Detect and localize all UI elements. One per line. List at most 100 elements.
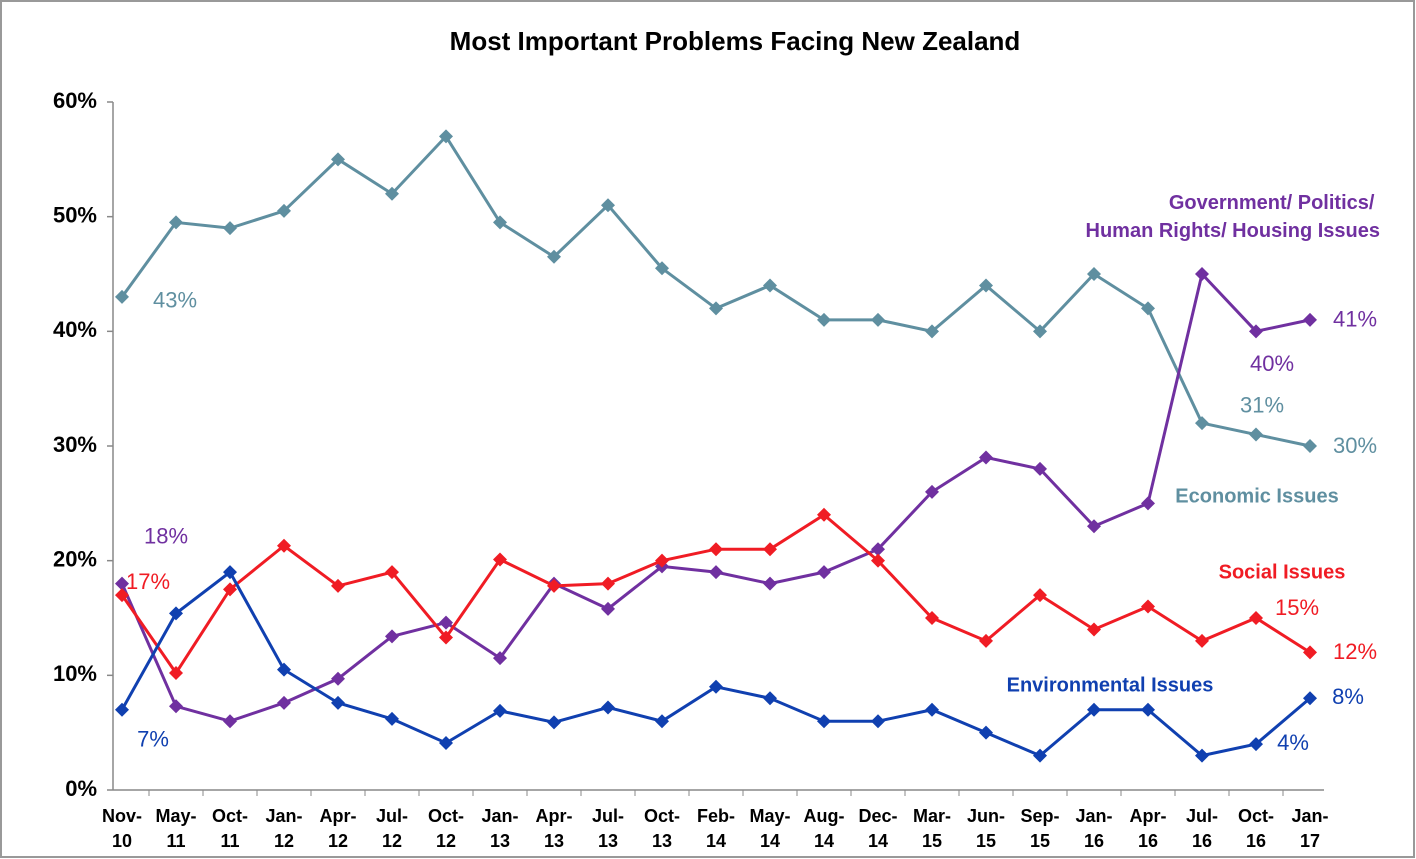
x-tick-label: Dec-14 [858, 806, 897, 851]
y-tick-label: 30% [53, 432, 97, 457]
marker [979, 725, 993, 740]
marker [817, 714, 831, 729]
data-label: 17% [126, 569, 170, 594]
marker [1303, 312, 1317, 327]
x-tick-label: Nov-10 [102, 806, 142, 851]
y-tick-label: 20% [53, 546, 97, 571]
marker [169, 215, 183, 230]
x-tick-label: May-14 [749, 806, 790, 851]
marker [1033, 461, 1047, 476]
x-tick-label: Sep-15 [1020, 806, 1059, 851]
marker [439, 129, 453, 144]
marker [115, 588, 129, 603]
marker [385, 565, 399, 580]
marker [547, 249, 561, 264]
marker [331, 578, 345, 593]
marker [547, 715, 561, 730]
x-tick-label: Feb-14 [697, 806, 735, 851]
marker [1195, 748, 1209, 763]
data-label: 7% [137, 727, 169, 752]
data-label: 43% [153, 288, 197, 313]
marker [925, 611, 939, 625]
marker [1303, 645, 1317, 660]
marker [385, 629, 399, 644]
marker [1249, 427, 1263, 442]
marker [601, 601, 615, 616]
marker [1303, 691, 1317, 706]
marker [979, 633, 993, 648]
x-tick-label: Oct-11 [212, 806, 248, 851]
marker [115, 289, 129, 304]
marker [871, 312, 885, 327]
marker [1249, 611, 1263, 625]
marker [871, 553, 885, 568]
marker [1033, 324, 1047, 339]
marker [1195, 416, 1209, 431]
marker [493, 651, 507, 666]
x-tick-label: Jan-13 [481, 806, 518, 851]
marker [493, 215, 507, 230]
marker [709, 542, 723, 557]
marker [277, 203, 291, 218]
x-tick-label: Jun-15 [967, 806, 1005, 851]
marker [979, 450, 993, 465]
marker [1249, 737, 1263, 752]
marker [925, 702, 939, 717]
x-tick-label: Jan-17 [1291, 806, 1328, 851]
marker [223, 582, 237, 597]
marker [439, 735, 453, 750]
x-tick-label: May-11 [155, 806, 196, 851]
y-tick-label: 60% [53, 88, 97, 113]
x-tick-label: Apr-16 [1130, 806, 1167, 851]
series-name: Environmental Issues [1007, 674, 1214, 696]
marker [817, 565, 831, 580]
marker [1087, 622, 1101, 637]
data-label: 41% [1333, 307, 1377, 332]
marker [763, 542, 777, 557]
marker [1033, 748, 1047, 763]
marker [1195, 633, 1209, 648]
marker [925, 484, 939, 499]
marker [925, 324, 939, 339]
marker [709, 565, 723, 580]
marker [655, 714, 669, 729]
marker [655, 553, 669, 568]
x-tick-label: Jan-12 [265, 806, 302, 851]
marker [277, 538, 291, 553]
marker [169, 606, 183, 621]
marker [601, 198, 615, 213]
marker [385, 711, 399, 726]
data-label: 4% [1277, 730, 1309, 755]
data-label: 15% [1275, 595, 1319, 620]
marker [1141, 599, 1155, 614]
marker [547, 578, 561, 593]
marker [223, 221, 237, 236]
marker [493, 703, 507, 718]
x-tick-label: Jul-13 [592, 806, 624, 851]
marker [1141, 496, 1155, 511]
data-label: 31% [1240, 392, 1284, 417]
data-label: 18% [144, 523, 188, 548]
marker [1195, 267, 1209, 281]
marker [385, 186, 399, 201]
marker [709, 301, 723, 316]
x-tick-label: Mar-15 [913, 806, 951, 851]
marker [709, 679, 723, 694]
marker [1141, 301, 1155, 316]
marker [1087, 267, 1101, 281]
data-label: 30% [1333, 433, 1377, 458]
chart-title: Most Important Problems Facing New Zeala… [450, 26, 1021, 56]
series-name: Economic Issues [1175, 485, 1338, 507]
marker [817, 312, 831, 327]
marker [979, 278, 993, 293]
data-label: 12% [1333, 639, 1377, 664]
marker [115, 702, 129, 717]
marker [1249, 324, 1263, 339]
marker [493, 552, 507, 567]
marker [331, 671, 345, 686]
marker [1141, 702, 1155, 717]
marker [1087, 519, 1101, 534]
